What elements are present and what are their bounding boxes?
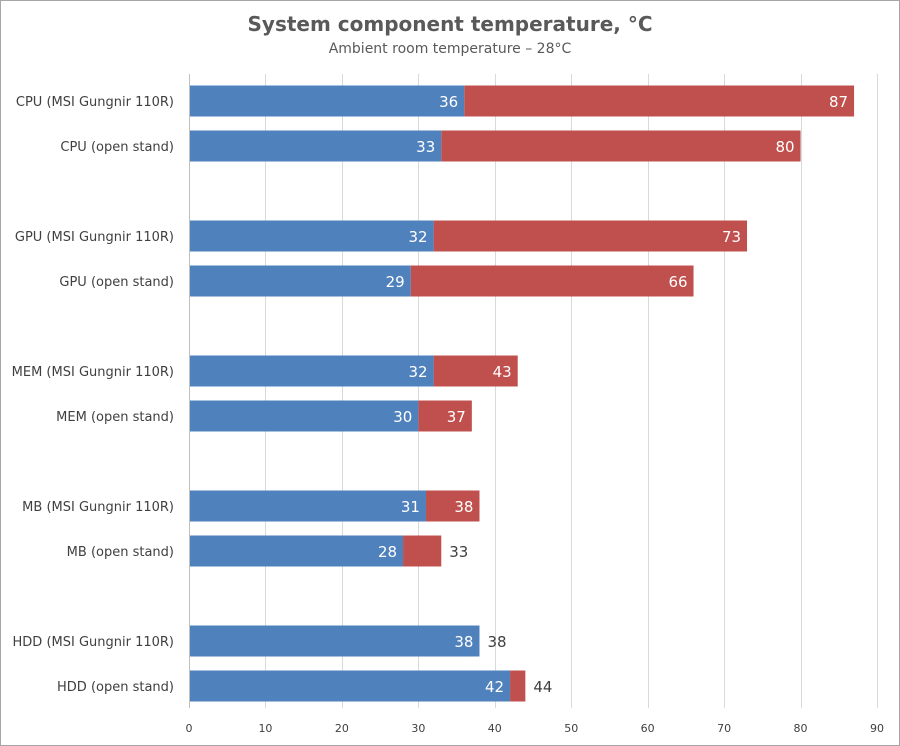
chart-subtitle: Ambient room temperature – 28°C [328,41,572,57]
data-label-series-2: 43 [493,363,512,381]
data-label-series-1: 30 [393,408,412,426]
x-tick-label: 10 [258,722,272,735]
chart-title: System component temperature, °C [247,12,653,36]
data-label-series-2: 38 [487,633,506,651]
bar-series-2 [510,670,526,702]
bar-series-1 [189,220,434,252]
bars: 36 87 33 80 32 73 29 66 32 43 30 37 31 38 28 33 38 38 42 44 [189,85,855,702]
data-label-series-2: 37 [447,408,466,426]
bar-series-1 [189,400,419,432]
bar-series-1 [189,355,434,387]
x-tick-label: 0 [186,722,193,735]
bar-series-1 [189,85,465,117]
x-tick-label: 70 [717,722,731,735]
data-label-series-1: 31 [401,498,420,516]
category-label: CPU (MSI Gungnir 110R) [16,95,174,110]
bar-series-1 [189,625,480,657]
bar-series-1 [189,535,404,567]
data-label-series-1: 29 [386,273,405,291]
category-label: GPU (MSI Gungnir 110R) [15,230,174,245]
bar-series-2 [433,355,518,387]
bar-series-1 [189,490,426,522]
bar-series-2 [425,490,480,522]
data-label-series-1: 38 [454,633,473,651]
data-label-series-1: 32 [409,363,428,381]
data-label-series-2: 73 [722,228,741,246]
x-tick-label: 40 [488,722,502,735]
data-label-series-1: 28 [378,543,397,561]
category-label: CPU (open stand) [60,140,174,155]
data-label-series-1: 32 [409,228,428,246]
bar-series-1 [189,130,442,162]
data-label-series-1: 36 [439,93,458,111]
category-label: MB (MSI Gungnir 110R) [22,500,174,515]
bar-series-2 [464,85,855,117]
category-label: HDD (open stand) [57,680,174,695]
category-label: GPU (open stand) [59,275,174,290]
category-label: MEM (open stand) [56,410,174,425]
data-label-series-2: 87 [829,93,848,111]
x-tick-label: 60 [641,722,655,735]
bar-series-2 [441,130,801,162]
category-label: MEM (MSI Gungnir 110R) [12,365,174,380]
data-label-series-2: 44 [533,678,552,696]
x-tick-label: 30 [411,722,425,735]
bar-series-1 [189,670,511,702]
data-label-series-2: 33 [449,543,468,561]
category-label: HDD (MSI Gungnir 110R) [13,635,174,650]
x-tick-label: 20 [335,722,349,735]
data-label-series-2: 66 [668,273,687,291]
data-label-series-1: 42 [485,678,504,696]
bar-series-2 [433,220,748,252]
x-tick-label: 50 [564,722,578,735]
axes: 0 10 20 30 40 50 60 70 80 90 CPU (MSI Gungnir 110R… [12,74,884,735]
bar-series-1 [189,265,411,297]
bar-series-2 [410,265,694,297]
bar-series-2 [418,400,472,432]
bar-series-2 [403,535,442,567]
x-tick-label: 90 [870,722,884,735]
data-label-series-1: 33 [416,138,435,156]
x-tick-label: 80 [794,722,808,735]
category-label: MB (open stand) [67,545,174,560]
data-label-series-2: 38 [454,498,473,516]
gridlines [265,74,878,708]
data-label-series-2: 80 [775,138,794,156]
